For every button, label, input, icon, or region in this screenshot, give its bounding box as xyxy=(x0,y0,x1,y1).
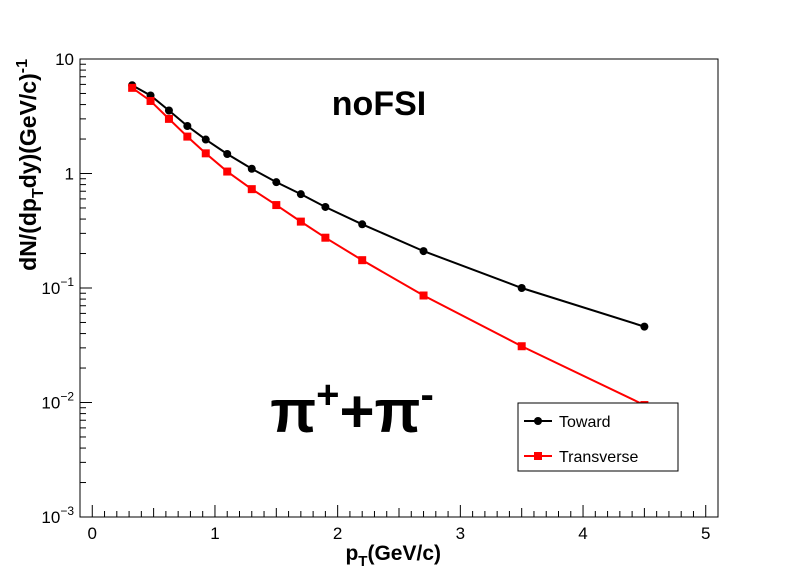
legend-box xyxy=(517,402,679,472)
particle-annotation: π++π- xyxy=(270,373,434,445)
y-tick-exponent: −2 xyxy=(60,390,74,404)
y-tick-label: 10−3 xyxy=(41,504,74,527)
x-tick-label: 0 xyxy=(88,524,97,543)
data-point-transverse xyxy=(164,114,173,123)
x-tick-label: 1 xyxy=(210,524,219,543)
legend-label-toward: Toward xyxy=(559,414,611,431)
legend: Toward Transverse xyxy=(517,402,679,472)
data-point-toward xyxy=(419,247,428,256)
data-point-transverse xyxy=(128,83,137,92)
annotation-pi-1: π xyxy=(270,378,316,445)
x-axis-ticks: 0 1 2 3 4 5 xyxy=(88,505,710,543)
x-tick-label: 2 xyxy=(333,524,342,543)
data-point-transverse xyxy=(419,291,428,300)
y-tick-label: 10−2 xyxy=(41,390,74,413)
y-label-sup: -1 xyxy=(14,59,31,73)
data-point-transverse xyxy=(321,233,330,242)
x-label-sub: T xyxy=(358,553,367,570)
y-tick-label: 10−1 xyxy=(41,275,74,298)
x-tick-label: 5 xyxy=(701,524,710,543)
data-point-transverse xyxy=(272,201,281,210)
data-point-transverse xyxy=(358,256,367,265)
y-tick-exponent: −3 xyxy=(60,504,74,518)
y-axis-label: dN/(dpTdy)(GeV/c)-1 xyxy=(14,59,47,271)
legend-label-transverse: Transverse xyxy=(559,449,639,466)
series-layer xyxy=(128,81,649,410)
legend-marker-transverse xyxy=(534,452,542,460)
y-tick-label: 10 xyxy=(55,50,74,69)
data-point-toward xyxy=(201,135,210,144)
data-point-toward xyxy=(321,202,330,211)
data-point-transverse xyxy=(201,149,210,158)
data-point-toward xyxy=(183,121,192,130)
data-point-toward xyxy=(164,106,173,115)
annotation-sup-plus: + xyxy=(316,373,339,417)
x-axis-label: pT(GeV/c) xyxy=(345,542,441,570)
annotation-sup-minus: - xyxy=(420,373,433,417)
y-tick-base: 1 xyxy=(65,165,74,184)
x-label-main: p xyxy=(345,542,358,565)
data-point-transverse xyxy=(517,342,526,351)
annotation-plus: + xyxy=(339,378,374,445)
data-point-toward xyxy=(223,150,232,159)
data-point-toward xyxy=(272,178,281,187)
data-point-transverse xyxy=(247,185,256,194)
y-tick-base: 10 xyxy=(55,50,74,69)
chart-title: noFSI xyxy=(332,85,426,123)
series-line-toward xyxy=(131,84,645,328)
y-tick-exponent: −1 xyxy=(60,275,74,289)
data-point-toward xyxy=(358,220,367,229)
data-point-transverse xyxy=(296,217,305,226)
y-tick-base: 10 xyxy=(41,508,60,527)
y-tick-base: 10 xyxy=(41,394,60,413)
y-tick-base: 10 xyxy=(41,279,60,298)
data-point-toward xyxy=(247,164,256,173)
data-point-transverse xyxy=(146,96,155,105)
x-tick-label: 3 xyxy=(456,524,465,543)
data-point-transverse xyxy=(223,167,232,176)
annotation-pi-2: π xyxy=(375,378,421,445)
data-point-toward xyxy=(296,190,305,199)
data-point-toward xyxy=(517,284,526,292)
y-tick-label: 1 xyxy=(65,165,74,184)
y-label-sub: T xyxy=(30,188,47,198)
y-label-part-b: dy)(GeV/c) xyxy=(15,73,41,188)
y-label-part-a: dN/(dp xyxy=(15,198,41,271)
x-tick-label: 4 xyxy=(578,524,587,543)
data-point-transverse xyxy=(183,132,192,141)
data-point-toward xyxy=(640,322,649,331)
legend-marker-toward xyxy=(534,417,542,425)
x-label-rest: (GeV/c) xyxy=(367,542,441,565)
